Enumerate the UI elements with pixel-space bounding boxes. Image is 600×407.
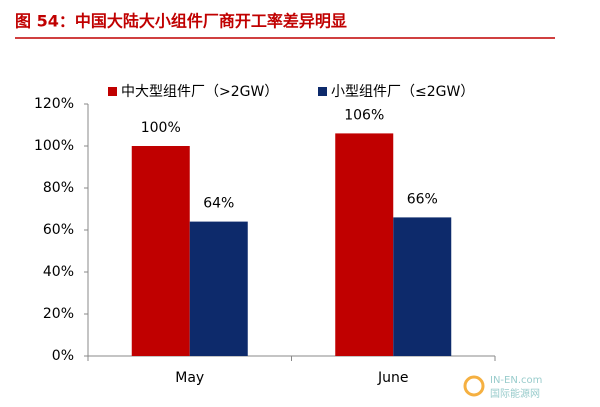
bar — [131, 146, 190, 356]
y-tick-label: 120% — [34, 96, 74, 112]
y-tick-label: 80% — [43, 180, 74, 196]
x-tick-label: June — [377, 370, 409, 386]
y-tick-label: 100% — [34, 138, 74, 154]
y-tick-label: 40% — [43, 264, 74, 280]
chart-title: 图 54：中国大陆大小组件厂商开工率差异明显 — [15, 12, 347, 31]
value-label: 64% — [203, 196, 234, 212]
value-label: 100% — [141, 120, 181, 136]
legend-swatch — [108, 87, 117, 96]
legend-label: 小型组件厂（≤2GW） — [331, 84, 474, 100]
watermark: 国际能源网 — [490, 387, 540, 400]
y-tick-label: 60% — [43, 222, 74, 238]
watermark-logo — [463, 375, 485, 397]
bar — [335, 133, 394, 356]
bar — [189, 221, 248, 356]
x-tick-label: May — [175, 370, 204, 386]
legend-label: 中大型组件厂（>2GW） — [121, 84, 278, 100]
bar — [393, 217, 452, 356]
y-tick-label: 0% — [52, 348, 74, 364]
value-label: 66% — [407, 191, 438, 207]
value-label: 106% — [344, 107, 384, 123]
y-tick-label: 20% — [43, 306, 74, 322]
legend-swatch — [318, 87, 327, 96]
watermark: IN-EN.com — [490, 375, 542, 386]
